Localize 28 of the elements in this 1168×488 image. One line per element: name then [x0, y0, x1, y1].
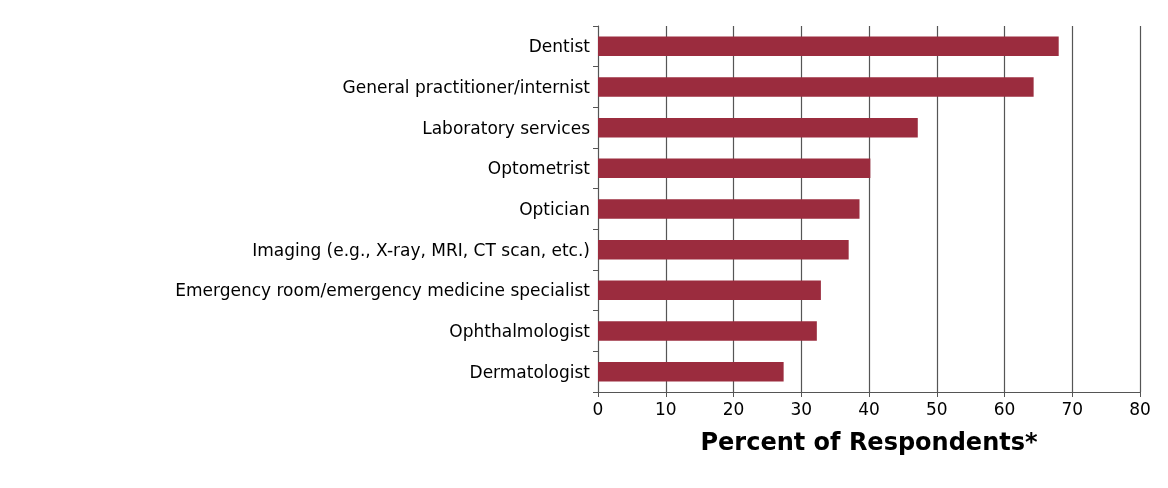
x-tick-label: 10 [654, 398, 677, 419]
x-tick-label: 80 [1129, 398, 1151, 419]
x-tick-label: 20 [722, 398, 745, 419]
bar [598, 321, 817, 341]
bar [598, 77, 1034, 97]
x-tick-label: 40 [858, 398, 880, 419]
x-tick-label: 30 [790, 398, 813, 419]
y-tick-label: Ophthalmologist [449, 321, 591, 341]
x-tick-label: 70 [1061, 398, 1084, 419]
y-tick-label: Dentist [528, 36, 591, 57]
y-tick-label: Optometrist [487, 158, 591, 179]
bar [598, 158, 871, 179]
x-tick-label: 60 [993, 398, 1016, 419]
y-tick-label: Dermatologist [469, 361, 591, 382]
y-tick-label: Optician [519, 199, 590, 219]
bar [598, 199, 860, 219]
y-tick-label: Imaging (e.g., X-ray, MRI, CT scan, etc.) [252, 239, 590, 260]
bar [598, 117, 918, 138]
y-tick-label: General practitioner/internist [342, 77, 591, 97]
bar [598, 280, 821, 301]
y-tick-label: Emergency room/emergency medicine specialist [175, 280, 591, 301]
y-tick-label: Laboratory services [422, 117, 591, 138]
x-tick-label: 0 [592, 398, 604, 419]
x-axis-title: Percent of Respondents* [700, 428, 1038, 456]
bar [598, 361, 784, 382]
bar [598, 36, 1059, 57]
x-tick-label: 50 [925, 398, 948, 419]
bar [598, 239, 849, 260]
